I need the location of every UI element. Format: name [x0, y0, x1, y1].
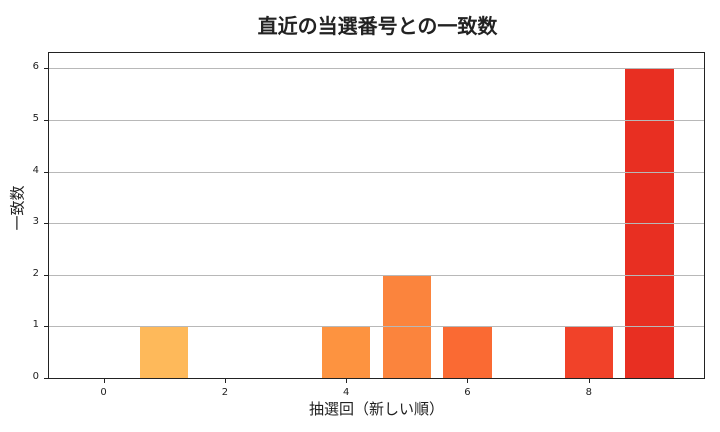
- x-tick: [346, 379, 348, 383]
- gridline: [49, 223, 704, 225]
- y-tick: [44, 223, 48, 225]
- x-axis-title: 抽選回（新しい順）: [308, 400, 444, 418]
- y-tick: [44, 171, 48, 173]
- y-tick: [44, 68, 48, 70]
- x-tick-label: 8: [585, 387, 592, 398]
- y-axis-title: 一致数: [8, 185, 27, 231]
- bar: [321, 326, 371, 378]
- x-tick: [588, 379, 590, 383]
- x-tick-label: 6: [464, 387, 471, 398]
- y-tick: [44, 274, 48, 276]
- y-tick-label: 3: [32, 216, 39, 228]
- x-tick: [224, 379, 226, 383]
- y-tick-label: 2: [32, 267, 39, 279]
- gridline: [49, 68, 704, 70]
- x-tick-label: 0: [100, 387, 107, 398]
- x-tick: [467, 379, 469, 383]
- y-tick-label: 0: [32, 371, 39, 382]
- y-tick: [44, 378, 48, 379]
- chart-title: 直近の当選番号との一致数: [257, 14, 498, 38]
- gridline: [49, 274, 704, 276]
- y-tick-label: 6: [32, 61, 39, 73]
- x-tick: [103, 379, 105, 383]
- bar: [564, 326, 614, 378]
- bar: [443, 326, 492, 378]
- bar: [139, 326, 189, 378]
- y-tick-label: 5: [32, 113, 39, 125]
- y-tick-label: 1: [32, 319, 39, 331]
- gridline: [49, 326, 704, 328]
- y-tick: [44, 120, 48, 122]
- gridline: [49, 120, 704, 122]
- x-tick-label: 4: [342, 387, 350, 398]
- plot-area: 0 1 2 3 4 5 6 0 2 4 6 8: [33, 52, 705, 398]
- y-tick: [44, 326, 48, 328]
- y-tick-label: 4: [32, 164, 39, 176]
- x-tick-label: 2: [221, 387, 229, 398]
- gridline: [49, 171, 704, 173]
